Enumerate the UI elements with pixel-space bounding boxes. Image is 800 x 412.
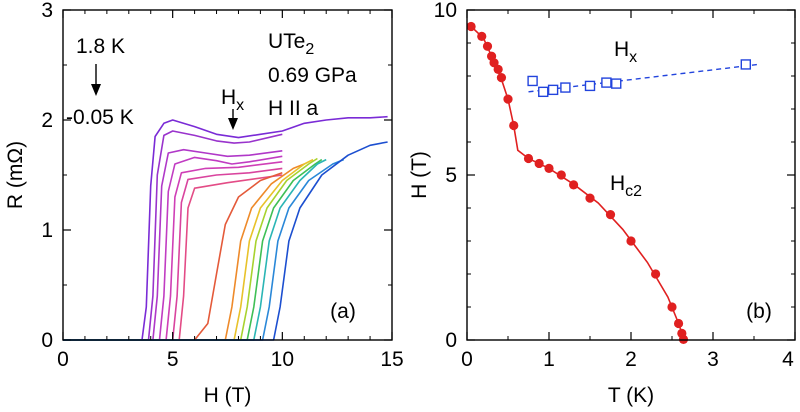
annotation-pressure: 0.69 GPa [268, 64, 357, 87]
series-line-8 [63, 172, 283, 341]
panel-label-a: (a) [330, 300, 356, 323]
hc2-point [626, 236, 636, 246]
annotation-temp-bottom: -0.05 K [66, 106, 134, 129]
hc2-point [482, 41, 493, 51]
x-tick-label: 0 [57, 348, 69, 371]
y-tick-label: 0 [445, 329, 457, 352]
hc2-point [534, 158, 544, 169]
hc2-point [503, 94, 513, 104]
x-tick-label: 5 [167, 348, 179, 371]
hc2-point [544, 163, 554, 173]
hc2-point [466, 21, 476, 32]
series-line-5 [63, 161, 283, 341]
series-line-3 [63, 148, 283, 341]
annotation-hx-label: Hx [614, 38, 637, 66]
hc2-point [569, 180, 579, 190]
x-axis-label: T (K) [608, 384, 654, 407]
hx-point [584, 80, 596, 92]
hc2-point [556, 170, 566, 180]
y-tick-label: 5 [445, 164, 457, 187]
panel-a: 0 5 10 15 0 1 2 3 H (T) R (mΩ) 1.8 K -0.05 K UTe2 0.6… [4, 0, 404, 407]
hx-point [611, 78, 622, 89]
y-tick-label: 1 [41, 219, 53, 242]
panel-b: 0 1 2 3 4 0 5 10 T (K) H (T) Hx Hc2 (b) [408, 0, 796, 407]
hc2-point [523, 153, 534, 164]
hc2-point [509, 120, 519, 131]
x-tick-label: 3 [707, 348, 719, 371]
hc2-point [605, 210, 616, 220]
series-line-10 [63, 158, 314, 341]
series-line-4 [63, 155, 283, 341]
x-tick-label: 1 [543, 348, 555, 371]
y-axis-label: R (mΩ) [4, 141, 27, 209]
hc2-point [673, 318, 684, 329]
y-axis-label: H (T) [408, 151, 431, 199]
hc2-point [496, 73, 507, 83]
x-axis-label: H (T) [204, 384, 252, 407]
x-tick-label: 4 [782, 348, 794, 371]
hc2-point [667, 302, 677, 312]
annotation-hx: Hx [221, 86, 244, 114]
annotation-field-direction: H II a [268, 97, 319, 120]
annotation-material: UTe2 [268, 30, 314, 58]
hx-point [740, 59, 751, 70]
hc2-point [585, 193, 595, 203]
y-tick-label: 10 [434, 0, 457, 22]
hx-point [527, 75, 538, 87]
hx-point [547, 84, 559, 96]
arrow-temp-head [91, 84, 101, 96]
x-tick-label: 10 [271, 348, 294, 371]
panel-label-b: (b) [746, 300, 772, 323]
hx-point [538, 86, 549, 98]
y-tick-label: 2 [41, 109, 53, 132]
series-line-13 [63, 158, 327, 341]
series-line-11 [63, 157, 318, 341]
y-tick-label: 0 [41, 329, 53, 352]
x-tick-label: 15 [380, 348, 403, 371]
hc2-point [493, 64, 503, 74]
y-tick-label: 3 [41, 0, 53, 22]
series-line-1 [63, 115, 388, 341]
hc2-point [489, 58, 499, 68]
series-line-15 [63, 141, 388, 341]
series-line-6 [63, 167, 283, 341]
annotation-hc2-label: Hc2 [610, 172, 642, 200]
annotation-temp-top: 1.8 K [76, 35, 125, 58]
series-line-2 [63, 130, 283, 341]
x-tick-label: 2 [625, 348, 637, 371]
arrow-hx-head [228, 118, 238, 130]
series-line-9 [63, 163, 305, 341]
hc2-point [651, 269, 661, 279]
x-tick-label: 0 [461, 348, 473, 371]
hc2-point [477, 31, 487, 41]
series-line-14 [63, 158, 344, 341]
hx-point [560, 82, 571, 93]
hx-point [601, 77, 612, 88]
series-line-12 [63, 158, 323, 341]
